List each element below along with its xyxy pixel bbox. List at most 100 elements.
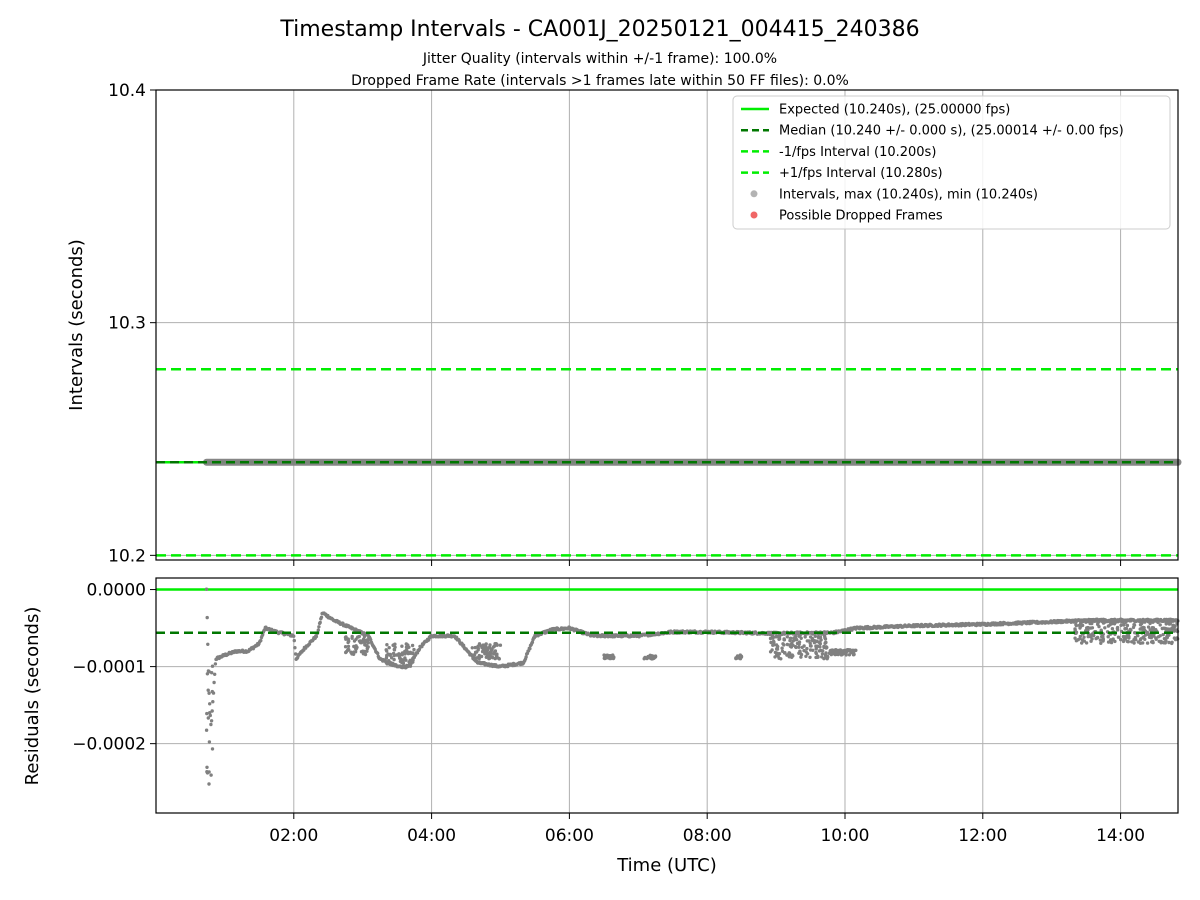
cluster-9-point-215 xyxy=(1160,626,1165,631)
cluster-3-point-44 xyxy=(491,652,496,656)
cluster-9-point-235 xyxy=(1078,621,1083,626)
legend: Expected (10.240s), (25.00000 fps) Median… xyxy=(732,95,1171,230)
cluster-9-point-207 xyxy=(1082,639,1087,643)
cluster-9-point-182 xyxy=(1082,635,1086,639)
cluster-7-point-89 xyxy=(802,648,806,653)
cluster-1-point-35 xyxy=(365,638,370,642)
cluster-2-point-66 xyxy=(385,662,389,666)
cluster-0-point-2 xyxy=(207,740,212,744)
cluster-7-point-130 xyxy=(824,646,828,650)
residual-point-9 xyxy=(210,709,214,713)
legend-label-2: -1/fps Interval (10.200s) xyxy=(779,145,936,160)
cluster-7-point-138 xyxy=(814,645,818,650)
cluster-7-point-125 xyxy=(808,655,812,659)
cluster-2-point-70 xyxy=(390,661,395,665)
cluster-3-point-22 xyxy=(473,645,477,650)
cluster-3-point-17 xyxy=(470,646,474,650)
cluster-3-point-52 xyxy=(483,652,487,656)
bottom-axes-frame xyxy=(155,577,1179,814)
residual-point-86 xyxy=(259,638,263,643)
cluster-1-point-54 xyxy=(359,639,363,643)
cluster-3-point-72 xyxy=(487,657,491,661)
cluster-2-point-71 xyxy=(393,645,397,649)
cluster-9-point-10 xyxy=(1074,619,1079,624)
cluster-9-point-160 xyxy=(1143,637,1147,641)
residual-point-141 xyxy=(293,652,298,656)
cluster-9-point-239 xyxy=(1090,621,1094,626)
cluster-2-point-74 xyxy=(397,654,401,658)
cluster-9-point-126 xyxy=(1136,640,1141,644)
cluster-1-point-41 xyxy=(344,650,348,655)
cluster-7-point-60 xyxy=(773,650,778,655)
cluster-7-point-110 xyxy=(800,645,804,650)
residual-points xyxy=(204,587,1180,786)
cluster-3-point-67 xyxy=(476,644,480,648)
cluster-9-point-249 xyxy=(1128,619,1133,623)
legend-label-1: Median (10.240 +/- 0.000 s), (25.00014 +… xyxy=(779,124,1124,139)
cluster-7-point-127 xyxy=(819,638,823,642)
cluster-9-point-151 xyxy=(1148,621,1152,626)
cluster-3-point-13 xyxy=(493,649,498,653)
cluster-7-point-95 xyxy=(820,655,824,659)
cluster-7-point-52 xyxy=(791,639,795,643)
cluster-9-point-173 xyxy=(1120,620,1125,624)
residual-point-177 xyxy=(316,628,320,632)
cluster-5-point-29 xyxy=(648,653,652,657)
cluster-7-point-118 xyxy=(817,649,822,653)
cluster-9-point-189 xyxy=(1148,628,1152,632)
cluster-7-point-137 xyxy=(791,643,795,647)
cluster-7-point-85 xyxy=(799,655,803,659)
cluster-9-point-257 xyxy=(1086,634,1090,639)
cluster-0-point-1 xyxy=(210,689,214,694)
cluster-9-point-224 xyxy=(1141,641,1145,645)
top-axes-frame xyxy=(155,89,1179,561)
legend-swatch-4 xyxy=(750,190,758,198)
xtick-label-1: 04:00 xyxy=(407,826,456,846)
cluster-2-point-34 xyxy=(402,658,406,662)
cluster-2-point-47 xyxy=(411,660,415,664)
residual-point-182 xyxy=(319,615,324,619)
cluster-9-point-259 xyxy=(1156,620,1160,625)
residual-point-0 xyxy=(204,587,209,591)
residuals-panel: 0.0000 −0.0001 −0.0002 02:00 04:00 06:00 08:00… xyxy=(72,577,1180,846)
residual-point-138 xyxy=(292,634,296,638)
cluster-0-point-6 xyxy=(210,747,215,751)
cluster-7-point-109 xyxy=(773,655,777,659)
residual-point-271 xyxy=(376,651,380,656)
cluster-9-point-141 xyxy=(1099,628,1103,632)
cluster-1-point-46 xyxy=(343,645,348,649)
legend-label-0: Expected (10.240s), (25.00000 fps) xyxy=(779,103,1010,118)
cluster-7-point-147 xyxy=(788,638,792,643)
cluster-2-point-45 xyxy=(392,657,396,662)
cluster-7-point-36 xyxy=(805,652,810,656)
xtick-label-5: 12:00 xyxy=(958,826,1007,846)
cluster-7-point-121 xyxy=(791,654,795,658)
cluster-7-point-119 xyxy=(785,653,789,657)
cluster-9-point-229 xyxy=(1167,640,1171,645)
cluster-9-point-180 xyxy=(1151,628,1156,632)
cluster-9-point-230 xyxy=(1101,637,1106,641)
bottom-ytick-label-0: 0.0000 xyxy=(87,581,146,601)
cluster-1-point-36 xyxy=(347,639,351,643)
cluster-9-point-187 xyxy=(1115,626,1120,631)
residual-point-8 xyxy=(209,719,214,723)
cluster-3-point-36 xyxy=(477,653,481,658)
cluster-9-point-219 xyxy=(1151,640,1155,645)
cluster-7-point-59 xyxy=(777,652,782,656)
cluster-0-point-14 xyxy=(204,728,209,732)
cluster-7-point-80 xyxy=(818,645,822,649)
cluster-8-point-70 xyxy=(835,650,839,654)
cluster-9-point-253 xyxy=(1171,623,1175,627)
cluster-9-point-25 xyxy=(1103,626,1107,630)
cluster-0-point-11 xyxy=(206,716,210,720)
cluster-9-point-163 xyxy=(1136,634,1140,638)
cluster-9-point-111 xyxy=(1119,637,1123,642)
residual-point-6 xyxy=(208,713,212,718)
cluster-1-point-56 xyxy=(356,635,360,639)
residual-point-506 xyxy=(524,655,528,659)
cluster-1-point-27 xyxy=(346,644,351,649)
cluster-9-point-208 xyxy=(1142,628,1147,633)
cluster-7-point-58 xyxy=(769,640,773,645)
cluster-9-point-21 xyxy=(1145,641,1150,645)
cluster-9-point-269 xyxy=(1162,619,1166,623)
